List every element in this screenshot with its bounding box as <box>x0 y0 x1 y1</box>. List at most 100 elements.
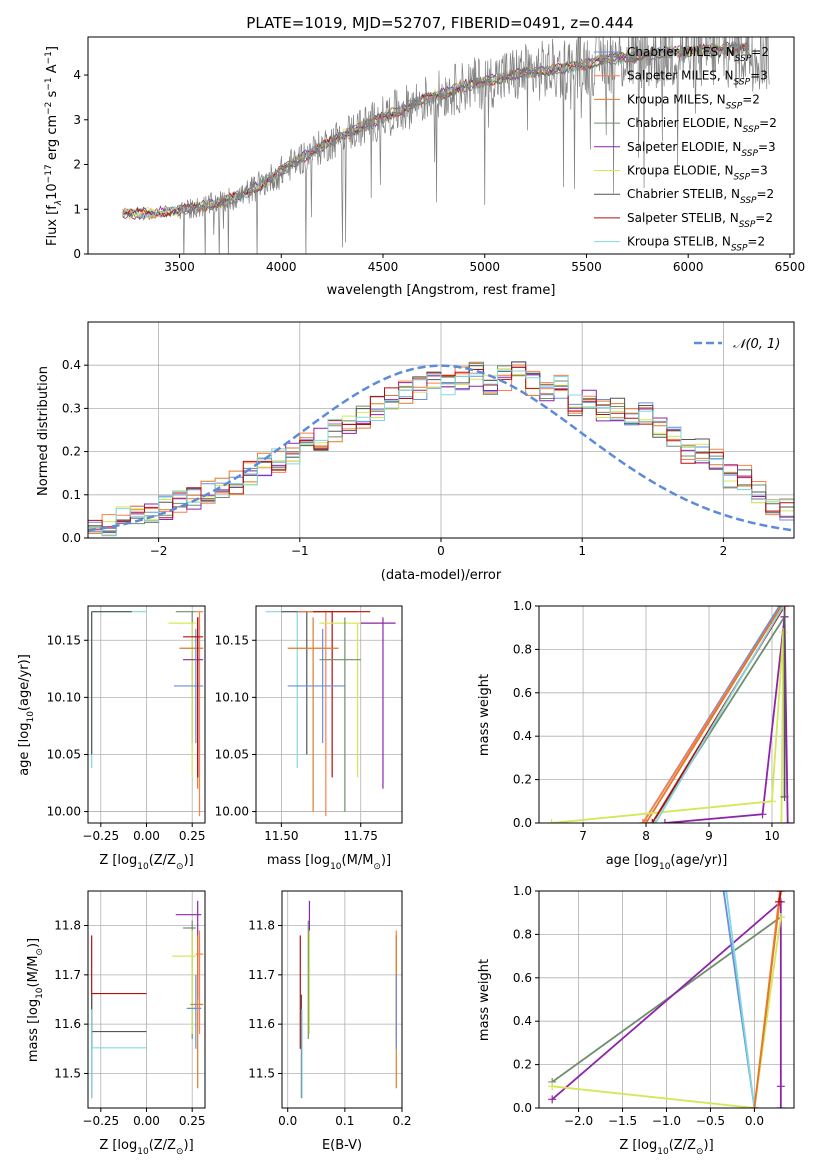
label-part: 10 <box>45 183 60 200</box>
label-part: −17 <box>44 164 54 183</box>
label-part: ⊙ <box>176 1147 184 1157</box>
weight-marker <box>648 819 657 823</box>
residual-panel-plot-area <box>88 361 794 537</box>
legend-label: Chabrier STELIB, NSSP=2 <box>627 187 774 206</box>
mass-weight-z-panel-plot-area <box>548 891 785 1108</box>
spectrum-panel: 3500 4000 4500 5000 5500 6000 6500 0 1 2 3 4 wavelen… <box>44 36 805 298</box>
y-axis-label: mass [log10(M/M⊙)] <box>26 938 45 1062</box>
legend-text: Salpeter ELODIE, N <box>627 140 741 154</box>
legend-text: Kroupa ELODIE, N <box>627 164 734 178</box>
label-part: Z [log <box>99 1138 137 1153</box>
y-tick-label: 0.3 <box>62 401 81 415</box>
label-part: erg cm <box>45 115 60 164</box>
label-part: )] <box>184 1138 194 1153</box>
x-tick-label: 4500 <box>368 260 399 274</box>
x-tick-label: 0.00 <box>133 1114 160 1128</box>
x-tick-label: 6000 <box>673 260 704 274</box>
y-tick-label: 11.6 <box>248 1017 275 1031</box>
label-part: A <box>45 64 60 77</box>
legend-text: Salpeter MILES, N <box>627 69 734 83</box>
x-tick-label: 0.0 <box>745 1114 764 1128</box>
legend-suffix: =2 <box>755 211 773 225</box>
y-tick-label: 11.8 <box>54 919 81 933</box>
weight-marker <box>750 1104 759 1108</box>
y-tick-label: 11.5 <box>54 1066 81 1080</box>
label-part: ⊙ <box>176 862 184 872</box>
mass-weight-age-panel-plot-area <box>547 606 792 823</box>
legend-label: Chabrier ELODIE, NSSP=2 <box>627 116 777 135</box>
weight-marker <box>780 606 789 610</box>
label-part: mass [log <box>267 853 330 868</box>
x-tick-label: 0.2 <box>392 1114 411 1128</box>
x-tick-label: 1 <box>578 544 586 558</box>
weight-marker <box>776 891 785 895</box>
label-part: age [log <box>17 723 32 776</box>
axes-frame <box>87 36 795 255</box>
y-axis-label: Flux [fλ10−17 erg cm−2 s−1 A−1] <box>44 46 64 246</box>
y-tick-label: 3 <box>73 113 81 127</box>
legend-suffix: =3 <box>758 140 776 154</box>
weight-line-salpeter-elodie <box>664 616 789 823</box>
mass-vs-z-panel-plot-area <box>91 900 204 1099</box>
label-part: 10 <box>26 711 36 723</box>
x-tick-label: −0.25 <box>82 829 119 843</box>
label-part: (M/M <box>26 956 41 988</box>
x-axis-label: (data-model)/error <box>381 568 502 583</box>
legend-suffix: =2 <box>751 45 769 59</box>
age-vs-mass-panel-plot-area <box>265 611 396 817</box>
weight-marker <box>638 819 647 823</box>
y-tick-label: 10.05 <box>215 747 249 761</box>
age-vs-mass-panel: 11.50 11.75 10.00 10.05 10.10 10.15 mass [log1… <box>215 605 403 872</box>
x-axis-label: mass [log10(M/M⊙)] <box>267 853 391 872</box>
y-tick-label: 0.8 <box>513 927 532 941</box>
label-part: )] <box>704 1138 714 1153</box>
weight-marker <box>548 1082 557 1091</box>
legend-suffix: =2 <box>759 116 777 130</box>
y-tick-label: 0.2 <box>513 773 532 787</box>
weight-line-salpeter-elodie <box>551 899 782 1108</box>
weight-marker <box>660 819 669 823</box>
weight-line-chabrier-elodie <box>651 616 786 823</box>
x-axis-label: Z [log10(Z/Z⊙)] <box>99 853 193 872</box>
label-part: 10 <box>137 1147 149 1157</box>
weight-marker <box>779 628 788 637</box>
weight-marker <box>776 1082 785 1091</box>
legend-sub: SSP <box>743 125 760 135</box>
y-tick-label: 1.0 <box>513 599 532 613</box>
x-tick-label: 0.25 <box>179 1114 206 1128</box>
label-part: 10 <box>657 1147 669 1157</box>
legend-text: Kroupa STELIB, N <box>627 235 731 249</box>
label-part: s <box>45 90 60 101</box>
x-tick-label: 4000 <box>266 260 297 274</box>
y-tick-label: 0.6 <box>513 971 532 985</box>
y-tick-label: 0.2 <box>62 445 81 459</box>
legend-label: Kroupa STELIB, NSSP=2 <box>627 235 765 254</box>
y-tick-label: 0.8 <box>513 642 532 656</box>
x-tick-label: 7 <box>579 829 587 843</box>
weight-marker <box>758 810 767 819</box>
weight-marker <box>719 891 728 895</box>
histogram-salpeter-stelib <box>88 366 794 528</box>
legend-sub: SSP <box>735 54 752 64</box>
histogram-kroupa-stelib <box>88 370 794 537</box>
x-axis-label: E(B-V) <box>322 1138 362 1153</box>
label-part: −1 <box>44 51 54 64</box>
y-tick-label: 11.7 <box>54 968 81 982</box>
x-tick-label: −2 <box>150 544 168 558</box>
label-part: (age/yr)] <box>670 853 727 868</box>
label-part: mass [log <box>26 999 41 1062</box>
x-tick-label: 8 <box>642 829 650 843</box>
y-tick-label: 1.0 <box>513 884 532 898</box>
label-part: ⊙ <box>35 948 45 956</box>
label-part: )] <box>381 853 391 868</box>
y-tick-label: 2 <box>73 158 81 172</box>
legend-label: Salpeter STELIB, NSSP=2 <box>627 211 773 230</box>
mass-weight-z-panel: −2.0 −1.5 −1.0 −0.5 0.0 0.0 0.2 0.4 0.6 0.8 1.0 Z [… <box>477 884 795 1157</box>
x-tick-label: −2.0 <box>564 1114 593 1128</box>
label-part: (Z/Z <box>149 853 176 868</box>
x-tick-label: 5000 <box>469 260 500 274</box>
